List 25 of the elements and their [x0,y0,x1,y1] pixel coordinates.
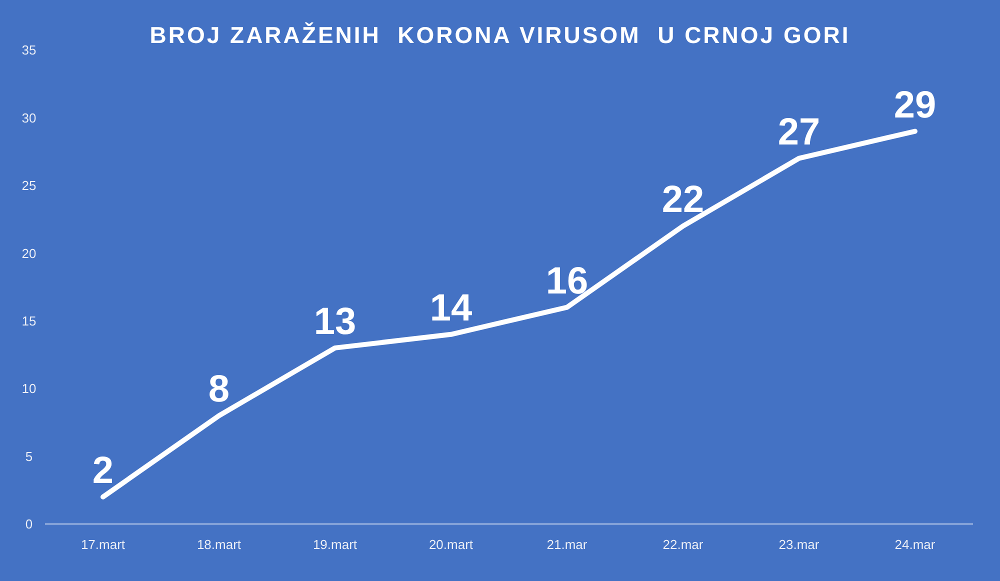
chart-title: BROJ ZARAŽENIH KORONA VIRUSOM U CRNOJ GORI [150,22,850,48]
x-tick-label: 23.mar [778,537,820,552]
x-tick-label: 17.mart [80,537,126,552]
data-label: 2 [92,450,114,492]
y-tick-label: 20 [22,246,36,261]
x-tick-label: 19.mart [312,537,358,552]
y-tick-label: 25 [22,178,36,194]
data-label: 22 [662,179,704,222]
y-tick-label: 35 [22,42,36,58]
data-label: 16 [546,260,588,302]
x-tick-label: 24.mar [894,537,936,552]
y-tick-label: 0 [25,516,33,532]
y-tick-label: 15 [22,313,36,328]
data-label: 29 [894,84,936,126]
x-tick-label: 21.mar [546,537,588,552]
data-label: 13 [314,300,356,343]
x-tick-label: 20.mart [428,537,474,552]
y-tick-label: 5 [25,448,33,464]
y-tick-label: 30 [22,110,36,126]
x-tick-label: 22.mar [662,537,704,552]
data-label: 8 [208,368,230,411]
data-label: 14 [430,287,472,330]
y-tick-label: 10 [22,381,36,396]
x-tick-label: 18.mart [196,537,242,552]
data-label: 27 [778,111,820,154]
